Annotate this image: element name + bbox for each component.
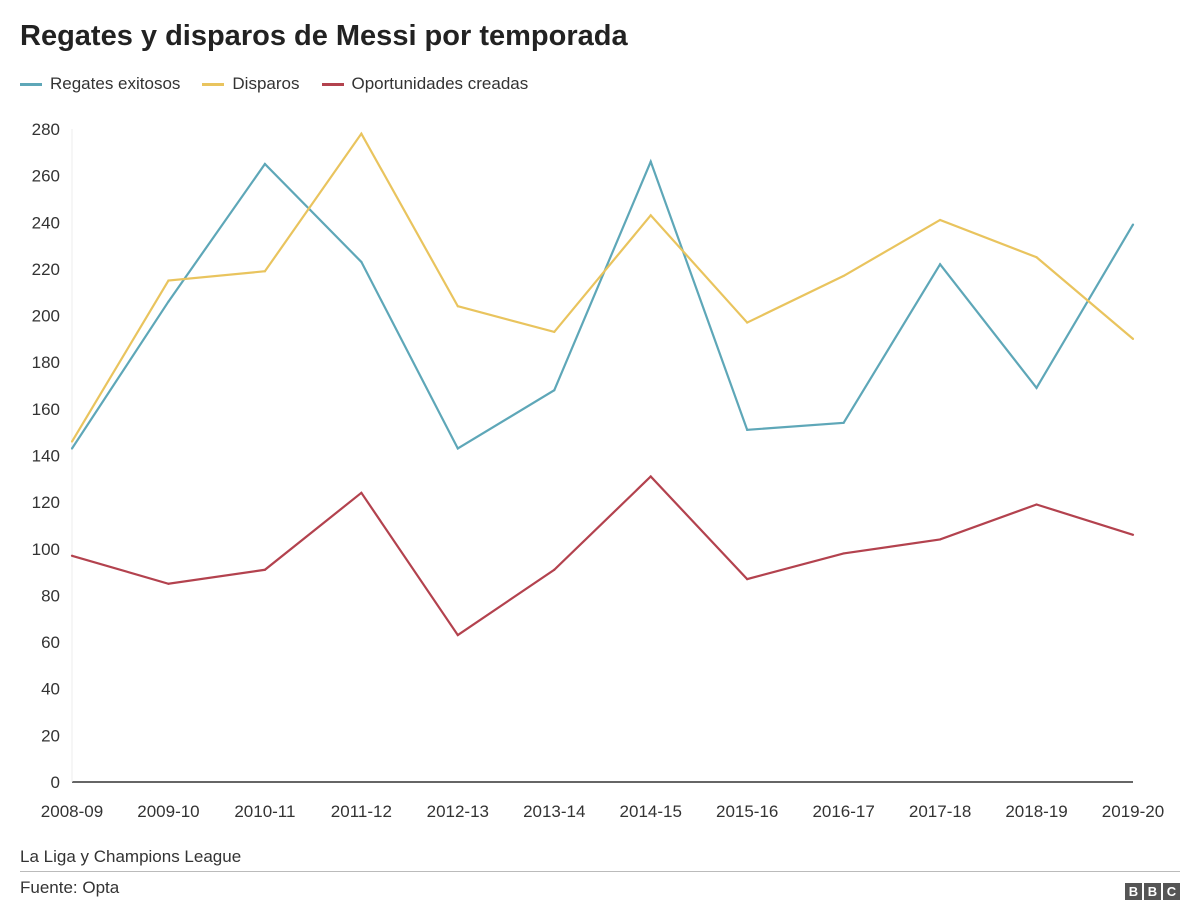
y-tick-label: 60 bbox=[41, 633, 60, 652]
y-tick-label: 280 bbox=[32, 120, 60, 139]
x-tick-label: 2009-10 bbox=[137, 802, 199, 821]
y-tick-label: 120 bbox=[32, 493, 60, 512]
data-point bbox=[456, 633, 459, 637]
series-line-1 bbox=[71, 131, 1134, 443]
legend-item: Regates exitosos bbox=[20, 74, 180, 94]
data-point bbox=[456, 447, 459, 450]
data-point bbox=[70, 554, 74, 557]
data-point bbox=[649, 160, 652, 163]
x-tick-label: 2016-17 bbox=[812, 802, 874, 821]
logo-block: B bbox=[1125, 883, 1142, 900]
y-tick-label: 260 bbox=[32, 167, 60, 186]
data-point bbox=[1131, 533, 1135, 536]
data-point bbox=[263, 270, 267, 273]
legend-label: Disparos bbox=[232, 74, 300, 93]
data-point bbox=[553, 568, 556, 571]
legend-swatch bbox=[321, 82, 344, 86]
chart-title: Regates y disparos de Messi por temporad… bbox=[20, 20, 628, 52]
legend: Regates exitosos Disparos Oportunidades cr… bbox=[20, 74, 528, 94]
y-tick-label: 220 bbox=[32, 260, 60, 279]
data-point bbox=[553, 389, 556, 392]
legend-item: Oportunidades creadas bbox=[321, 74, 529, 94]
data-point bbox=[938, 538, 942, 541]
legend-swatch bbox=[202, 82, 225, 86]
data-point bbox=[167, 279, 170, 282]
x-tick-label: 2014-15 bbox=[620, 802, 682, 821]
data-point bbox=[360, 491, 363, 494]
data-point bbox=[167, 582, 170, 585]
data-point bbox=[263, 162, 267, 166]
data-point bbox=[70, 447, 74, 450]
legend-label: Oportunidades creadas bbox=[351, 74, 529, 93]
chart-note: La Liga y Champions League bbox=[20, 847, 242, 866]
legend-label: Regates exitosos bbox=[50, 74, 181, 93]
source-text: Fuente: Opta bbox=[20, 878, 120, 897]
series-line-0 bbox=[71, 158, 1134, 451]
x-tick-label: 2018-19 bbox=[1005, 802, 1067, 821]
x-tick-label: 2015-16 bbox=[716, 802, 778, 821]
y-tick-label: 40 bbox=[41, 680, 60, 699]
y-tick-label: 0 bbox=[51, 773, 60, 792]
y-tick-label: 180 bbox=[32, 353, 60, 372]
data-point bbox=[938, 218, 942, 222]
data-point bbox=[746, 428, 749, 431]
data-point bbox=[70, 440, 74, 443]
data-point bbox=[1131, 223, 1135, 226]
data-point bbox=[649, 214, 652, 217]
logo-block: C bbox=[1163, 883, 1180, 900]
y-tick-label: 20 bbox=[41, 726, 60, 745]
data-point bbox=[1035, 256, 1038, 259]
series-line-2 bbox=[71, 474, 1134, 637]
data-point bbox=[553, 330, 556, 333]
data-point bbox=[360, 132, 363, 135]
y-tick-label: 200 bbox=[32, 307, 60, 326]
x-tick-label: 2019-20 bbox=[1102, 802, 1164, 821]
data-point bbox=[649, 475, 652, 478]
data-point bbox=[842, 274, 845, 278]
y-tick-label: 160 bbox=[32, 400, 60, 419]
data-point bbox=[938, 263, 942, 266]
data-point bbox=[746, 321, 749, 324]
data-point bbox=[360, 260, 363, 264]
x-tick-label: 2011-12 bbox=[331, 802, 392, 821]
data-point bbox=[746, 578, 749, 581]
x-tick-label: 2012-13 bbox=[427, 802, 489, 821]
data-point bbox=[167, 300, 170, 303]
legend-swatch bbox=[20, 82, 42, 86]
x-tick-label: 2010-11 bbox=[234, 802, 295, 821]
logo-block: B bbox=[1144, 883, 1161, 900]
y-tick-label: 80 bbox=[41, 586, 60, 605]
x-tick-label: 2013-14 bbox=[523, 802, 585, 821]
divider bbox=[20, 871, 1180, 872]
legend-item: Disparos bbox=[202, 74, 300, 94]
x-tick-label: 2008-09 bbox=[41, 802, 103, 821]
data-point bbox=[1035, 386, 1038, 389]
y-tick-label: 240 bbox=[32, 213, 60, 232]
data-point bbox=[263, 568, 267, 571]
data-point bbox=[1035, 503, 1038, 506]
data-point bbox=[1131, 337, 1135, 340]
data-point bbox=[842, 552, 845, 555]
data-point bbox=[842, 421, 845, 424]
y-tick-label: 100 bbox=[32, 540, 60, 559]
data-point bbox=[456, 305, 459, 308]
x-tick-label: 2017-18 bbox=[909, 802, 971, 821]
y-tick-label: 140 bbox=[32, 447, 60, 466]
